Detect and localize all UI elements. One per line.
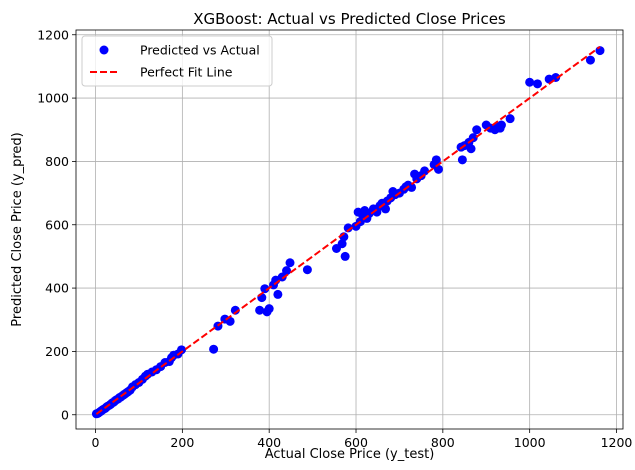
x-tick-label: 600	[344, 435, 368, 450]
data-point	[466, 144, 476, 154]
x-axis-ticks: 0 200 400 600 800 1000 1200	[92, 429, 633, 450]
data-point	[302, 265, 312, 275]
data-point	[282, 266, 292, 276]
y-axis-label: Predicted Close Price (y_pred)	[10, 132, 25, 326]
y-tick-label: 400	[45, 281, 69, 296]
data-point	[532, 79, 542, 89]
chart-title: XGBoost: Actual vs Predicted Close Price…	[193, 10, 506, 28]
data-point	[264, 304, 274, 314]
x-tick-label: 400	[257, 435, 281, 450]
y-tick-label: 0	[61, 407, 69, 422]
x-axis-label: Actual Close Price (y_test)	[265, 447, 435, 462]
data-points	[91, 46, 605, 419]
data-point	[273, 289, 283, 299]
x-tick-label: 800	[431, 435, 455, 450]
legend: Predicted vs Actual Perfect Fit Line	[81, 35, 273, 87]
legend-marker-points	[99, 45, 109, 55]
data-point	[340, 251, 350, 261]
y-tick-label: 800	[45, 154, 69, 169]
data-point	[176, 345, 186, 355]
data-point	[420, 166, 430, 176]
data-point	[230, 305, 240, 315]
y-axis-ticks: 0 200 400 600 800 1000 1200	[37, 27, 76, 422]
data-point	[285, 258, 295, 268]
x-tick-label: 1000	[514, 435, 546, 450]
data-point	[343, 223, 353, 233]
legend-label-fit-line: Perfect Fit Line	[140, 65, 233, 80]
legend-box	[81, 35, 273, 87]
x-tick-label: 200	[170, 435, 194, 450]
data-point	[525, 77, 535, 87]
grid-lines	[76, 30, 623, 429]
data-point	[472, 125, 482, 135]
y-tick-label: 1000	[37, 91, 69, 106]
fit-line-layer	[95, 45, 601, 415]
data-point	[433, 164, 443, 174]
data-point	[585, 55, 595, 65]
plot-frame	[75, 29, 624, 430]
data-point	[209, 344, 219, 354]
perfect-fit-line	[95, 45, 601, 415]
data-point	[457, 155, 467, 165]
data-point	[431, 155, 441, 165]
data-point	[505, 114, 515, 124]
data-point	[260, 284, 270, 294]
y-tick-label: 600	[45, 217, 69, 232]
data-point	[255, 305, 265, 315]
x-tick-label: 1200	[601, 435, 633, 450]
data-point	[496, 120, 506, 130]
y-tick-label: 200	[45, 344, 69, 359]
y-tick-label: 1200	[37, 27, 69, 42]
x-tick-label: 0	[92, 435, 100, 450]
legend-label-points: Predicted vs Actual	[140, 43, 260, 58]
data-point	[277, 272, 287, 282]
data-point	[381, 204, 391, 214]
data-point	[337, 239, 347, 249]
data-point	[407, 182, 417, 192]
